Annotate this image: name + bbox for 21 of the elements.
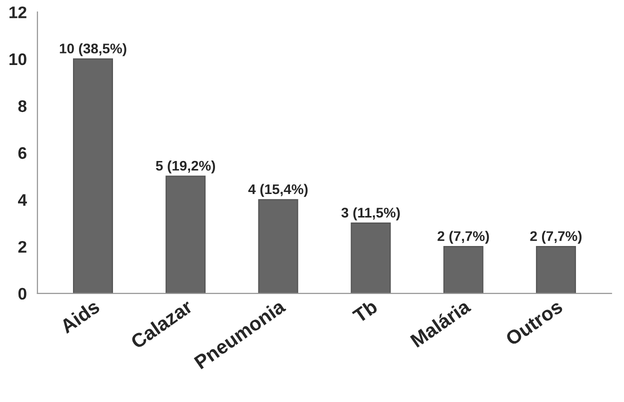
y-tick-label: 4 (18, 194, 27, 206)
y-tick-label: 2 (18, 240, 26, 253)
data-label: 3 (11,5%) (341, 207, 400, 220)
bar (258, 199, 298, 294)
bar (536, 246, 576, 294)
data-label: 10 (38,5%) (60, 43, 126, 56)
x-tick-label: Aids (58, 298, 101, 334)
y-tick-label: 0 (18, 288, 26, 300)
y-tick-label: 8 (18, 100, 27, 112)
y-tick-label: 12 (10, 6, 26, 18)
bar (350, 222, 391, 294)
y-tick-label: 6 (18, 147, 26, 159)
data-label: 2 (7,7%) (530, 230, 582, 244)
data-label: 4 (15,4%) (248, 184, 308, 197)
bar (72, 58, 113, 294)
y-tick-label: 10 (10, 53, 26, 66)
bar (166, 176, 206, 294)
bar (443, 246, 484, 294)
data-label: 2 (7,7%) (438, 230, 489, 244)
x-tick-label: Tb (352, 298, 378, 324)
data-label: 5 (19,2%) (156, 160, 216, 174)
